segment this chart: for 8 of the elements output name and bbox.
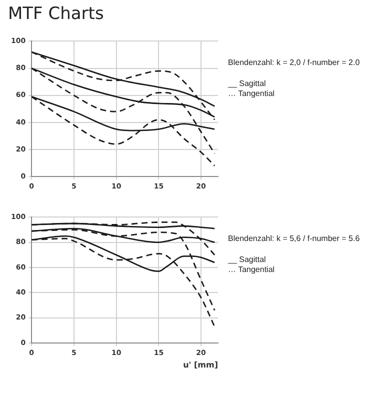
chart-title: MTF Charts [8,4,105,24]
text: Blendenzahl: k = 5,6 / f-number = 5.6 [228,234,360,244]
text: Blendenzahl: k = 2,0 / f-number = 2.0 [228,58,360,68]
text: __ Sagittal [228,255,267,265]
text: … Tangential [228,89,276,99]
text: … Tangential [228,265,276,275]
text: __ Sagittal [228,79,267,89]
x-axis-title: u' [mm] [183,360,218,370]
